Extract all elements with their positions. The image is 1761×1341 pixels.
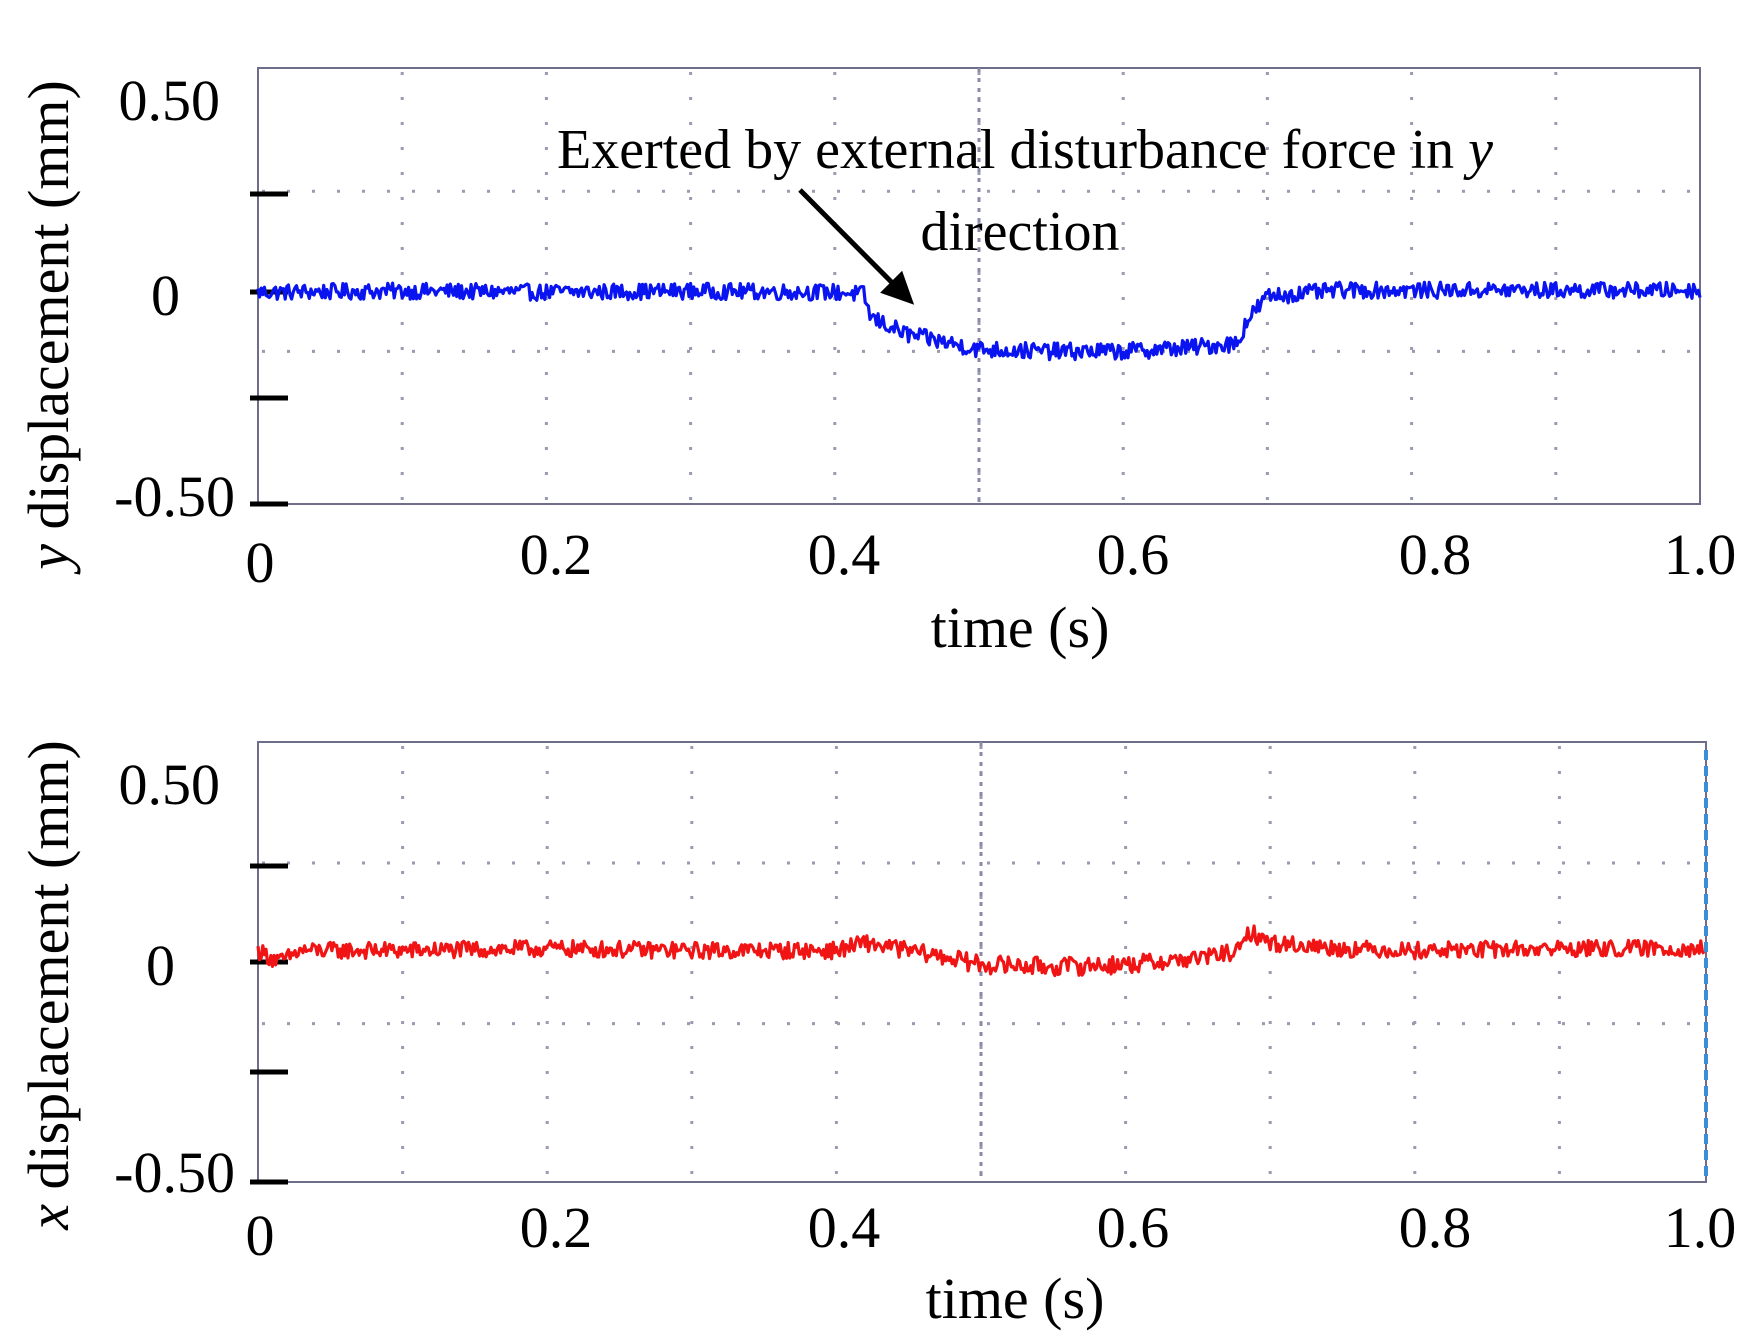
bottom-y-tick-label: -0.50 <box>114 1140 235 1205</box>
bottom-panel: 0.50 0 -0.50 0 0.2 0.4 0.6 0.8 1.0 time … <box>16 740 1736 1331</box>
bottom-x-tick-label: 0.8 <box>1399 1195 1472 1260</box>
annotation-arrow-line <box>798 188 898 289</box>
top-x-tick-label: 0.2 <box>520 522 593 587</box>
top-y-axis-title: y displacement (mm) <box>16 80 81 575</box>
bottom-x-tick-label: 1.0 <box>1664 1195 1737 1260</box>
top-grid <box>262 68 1698 504</box>
bottom-series-layer <box>256 924 1706 978</box>
bottom-series-line-0 <box>256 924 1706 978</box>
bottom-x-tick-labels: 0 0.2 0.4 0.6 0.8 1.0 <box>246 1195 1737 1268</box>
bottom-x-tick-label: 0.2 <box>520 1195 593 1260</box>
annotation-var: y <box>1463 119 1493 181</box>
top-x-tick-label: 1.0 <box>1664 522 1737 587</box>
annotation-arrow-head <box>880 270 915 305</box>
bottom-y-axis-rest: displacement (mm) <box>16 740 81 1204</box>
top-series-line-0 <box>256 280 1702 362</box>
top-y-tick-label: 0 <box>151 263 180 328</box>
top-y-tick-labels: 0.50 0 -0.50 <box>114 68 235 529</box>
bottom-x-tick-label: 0 <box>246 1203 275 1268</box>
annotation: Exerted by external disturbance force in… <box>557 119 1493 305</box>
bottom-y-tick-label: 0 <box>146 933 175 998</box>
top-panel: 0.50 0 -0.50 0 0.2 0.4 0.6 0.8 1.0 time … <box>16 67 1737 660</box>
bottom-y-tick-labels: 0.50 0 -0.50 <box>114 752 235 1205</box>
bottom-x-tick-label: 0.6 <box>1097 1195 1170 1260</box>
top-x-tick-label: 0.4 <box>808 522 881 587</box>
top-axis-markers <box>250 191 288 507</box>
top-x-tick-label: 0.6 <box>1097 522 1170 587</box>
bottom-x-axis-title: time (s) <box>926 1266 1105 1331</box>
top-x-axis-title: time (s) <box>931 595 1110 660</box>
annotation-line-2: direction <box>920 201 1119 263</box>
top-x-tick-label: 0 <box>246 530 275 595</box>
bottom-x-tick-label: 0.4 <box>808 1195 881 1260</box>
top-y-axis-rest: displacement (mm) <box>16 80 81 544</box>
top-y-tick-label: 0.50 <box>119 68 221 133</box>
top-x-tick-label: 0.8 <box>1399 522 1472 587</box>
top-y-axis-var: y <box>16 544 81 575</box>
bottom-y-tick-label: 0.50 <box>119 752 221 817</box>
bottom-y-axis-title: x displacement (mm) <box>16 740 81 1231</box>
bottom-axis-markers <box>250 863 288 1185</box>
annotation-line-1: Exerted by external disturbance force in… <box>557 119 1493 181</box>
annotation-text: Exerted by external disturbance force in <box>557 119 1468 181</box>
top-x-tick-labels: 0 0.2 0.4 0.6 0.8 1.0 <box>246 522 1737 595</box>
bottom-y-axis-var: x <box>16 1204 81 1231</box>
top-series-layer <box>256 280 1702 362</box>
top-y-tick-label: -0.50 <box>114 464 235 529</box>
